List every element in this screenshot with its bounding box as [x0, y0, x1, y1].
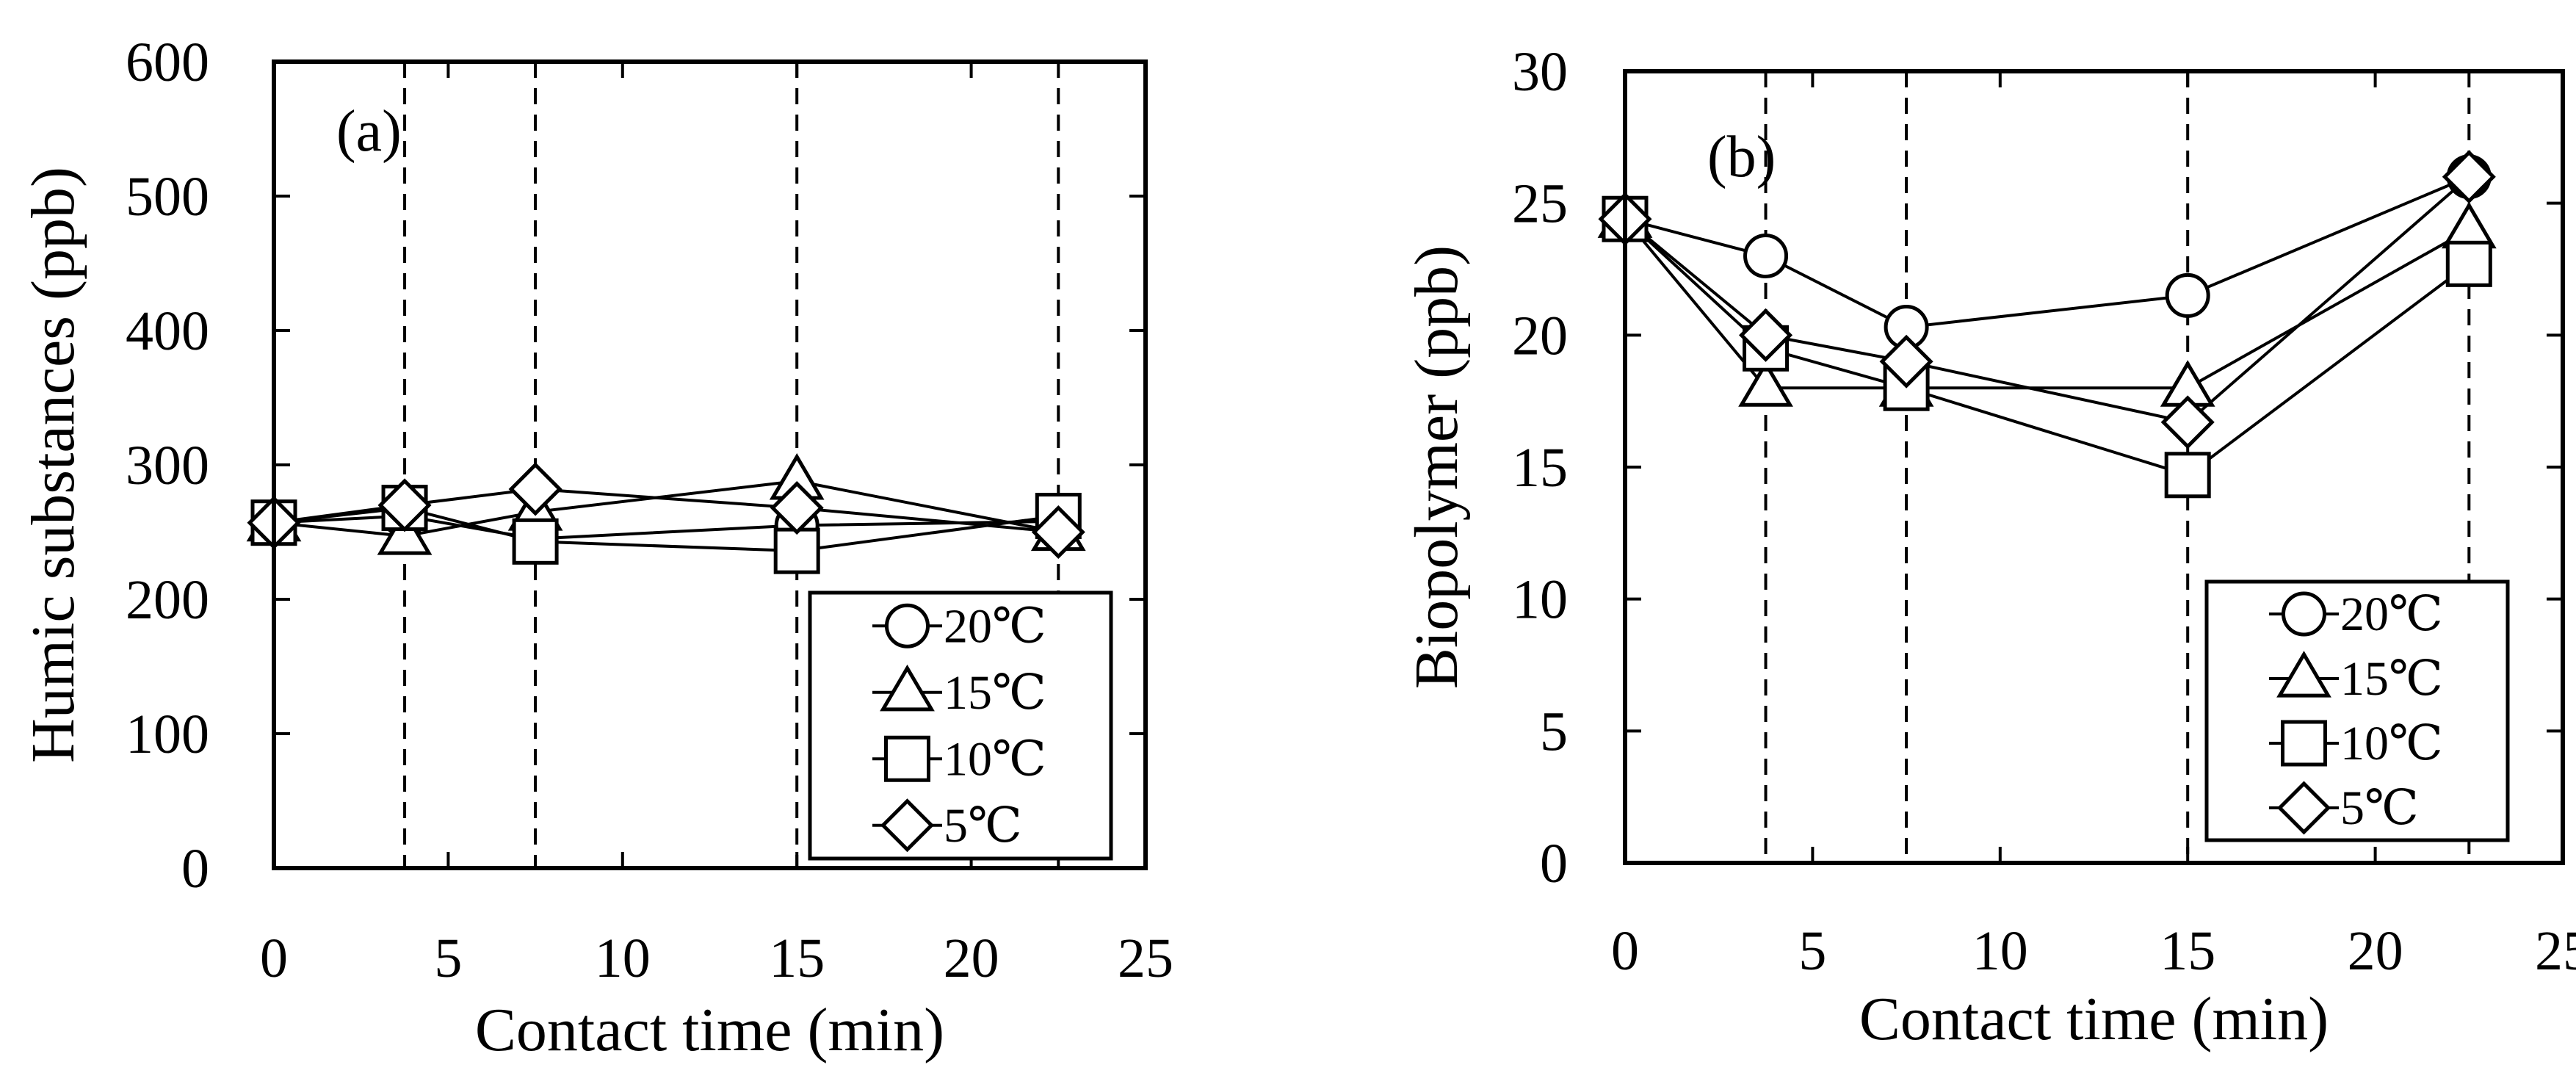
legend-label: 15℃	[2340, 652, 2443, 706]
data-point-diamond	[377, 478, 432, 532]
legend-label: 20℃	[944, 599, 1046, 653]
y-tick-label: 20	[1512, 305, 1568, 366]
data-point-diamond	[770, 481, 824, 535]
x-tick-label: 5	[1798, 920, 1826, 982]
legend-marker-triangle	[880, 664, 935, 712]
legend: 20℃ 15℃ 10℃ 5℃	[808, 590, 1113, 861]
plot-frame	[1623, 69, 2565, 865]
y-tick-label: 300	[126, 435, 209, 496]
legend-marker-diamond	[2276, 781, 2331, 835]
data-point-square	[2445, 240, 2492, 287]
data-point-square	[512, 518, 559, 565]
legend-marker-circle	[885, 603, 930, 648]
plot-frame	[272, 59, 1148, 870]
chart-panel-b: 0 5 10 15 20 25 0 5 10 15 20 25 30 (b) Contact time (m…	[1403, 41, 2576, 1053]
y-tick-label: 100	[126, 704, 209, 765]
x-tick-label: 25	[2535, 920, 2576, 982]
legend-marker-square	[2281, 720, 2327, 767]
data-point-diamond	[1031, 505, 1085, 560]
x-tick-label: 5	[434, 928, 462, 989]
data-point-diamond	[1739, 308, 1793, 362]
x-tick-label: 20	[944, 928, 999, 989]
x-tick-label: 15	[769, 928, 825, 989]
x-tick-label: 15	[2160, 920, 2215, 982]
legend-marker-triangle	[2276, 651, 2331, 698]
x-tick-label: 10	[595, 928, 651, 989]
y-axis-title: Humic substances (ppb)	[19, 167, 87, 763]
data-point-diamond	[508, 462, 562, 516]
legend-label: 10℃	[2340, 717, 2443, 770]
panel-label: (b)	[1707, 125, 1776, 189]
y-tick-label: 0	[1540, 833, 1568, 895]
y-tick-label: 0	[181, 838, 209, 900]
y-tick-label: 200	[126, 569, 209, 631]
legend-box	[2204, 579, 2510, 842]
y-tick-label: 15	[1512, 437, 1568, 499]
chart-panel-a: 0 5 10 15 20 25 0 100 200 300 400 500 600 (a) Contact …	[19, 32, 1173, 1064]
legend-label: 15℃	[944, 666, 1046, 720]
x-tick-label: 20	[2348, 920, 2403, 982]
y-tick-label: 30	[1512, 41, 1568, 103]
data-point-diamond	[2442, 150, 2496, 204]
x-tick-label: 0	[260, 928, 288, 989]
data-point-circle	[2165, 272, 2210, 318]
legend-label: 5℃	[2340, 781, 2419, 835]
legend-marker-square	[884, 735, 930, 782]
legend-label: 5℃	[944, 799, 1022, 853]
y-tick-label: 25	[1512, 173, 1568, 235]
data-point-square	[2164, 452, 2211, 499]
data-point-circle	[1743, 234, 1789, 279]
x-tick-label: 0	[1611, 920, 1639, 982]
y-tick-label: 600	[126, 32, 209, 93]
data-point-diamond	[2160, 395, 2215, 449]
y-tick-label: 400	[126, 300, 209, 362]
data-point-diamond	[1879, 334, 1933, 389]
panel-label: (a)	[336, 99, 402, 164]
legend-box	[808, 590, 1113, 861]
legend: 20℃ 15℃ 10℃ 5℃	[2204, 579, 2510, 842]
data-point-square	[773, 527, 820, 574]
y-tick-label: 5	[1540, 701, 1568, 762]
x-tick-label: 25	[1118, 928, 1173, 989]
data-point-triangle	[377, 508, 433, 555]
y-tick-label: 500	[126, 166, 209, 228]
x-axis-title: Contact time (min)	[475, 996, 944, 1064]
x-tick-label: 10	[1972, 920, 2028, 982]
data-point-triangle	[2441, 201, 2497, 249]
legend-marker-circle	[2282, 591, 2326, 637]
y-tick-label: 10	[1512, 569, 1568, 631]
legend-label: 10℃	[944, 732, 1046, 786]
legend-label: 20℃	[2340, 588, 2443, 641]
y-axis-title: Biopolymer (ppb)	[1403, 245, 1471, 689]
x-axis-title: Contact time (min)	[1859, 985, 2329, 1053]
data-point-triangle	[1738, 360, 1793, 407]
legend-marker-diamond	[880, 798, 935, 853]
